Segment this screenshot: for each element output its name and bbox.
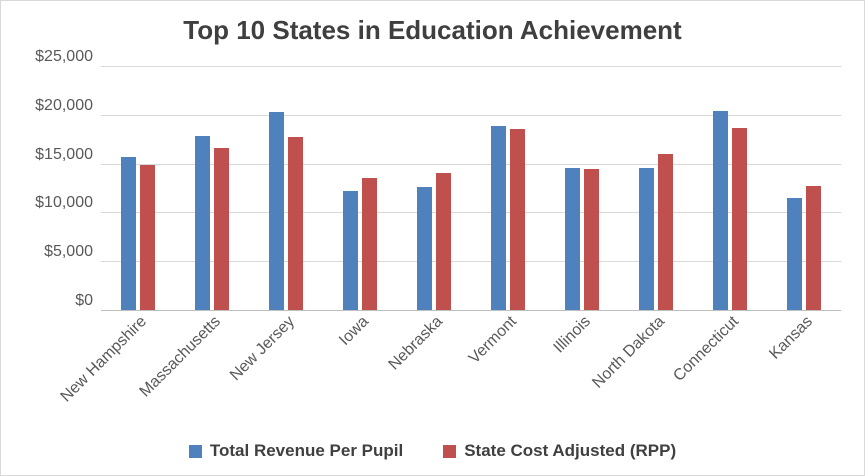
bar-group <box>397 67 471 311</box>
x-axis-line <box>101 310 841 311</box>
bar-total-revenue <box>713 110 728 311</box>
bar-group <box>545 67 619 311</box>
bar-cost-adjusted <box>658 153 673 311</box>
bar-total-revenue <box>195 136 210 311</box>
y-axis-label: $20,000 <box>35 96 93 114</box>
legend-swatch-icon <box>443 444 457 458</box>
legend-item: State Cost Adjusted (RPP) <box>443 441 676 461</box>
gridline <box>101 66 841 67</box>
bar-group <box>471 67 545 311</box>
bar-groups <box>101 67 841 311</box>
bar-group <box>619 67 693 311</box>
y-axis-label: $0 <box>75 292 93 309</box>
bar-cost-adjusted <box>436 173 451 311</box>
bar-total-revenue <box>417 187 432 311</box>
y-axis-label: $15,000 <box>35 145 93 163</box>
bar-total-revenue <box>639 167 654 311</box>
bar-total-revenue <box>121 156 136 311</box>
bar-group <box>175 67 249 311</box>
bar-cost-adjusted <box>362 178 377 311</box>
plot-area <box>101 66 841 311</box>
chart-title: Top 10 States in Education Achievement <box>183 15 682 45</box>
gridline <box>101 163 841 165</box>
bar-total-revenue <box>343 190 358 311</box>
bar-cost-adjusted <box>288 137 303 311</box>
y-axis-label: $5,000 <box>44 243 93 261</box>
y-axis-label: $10,000 <box>35 194 93 212</box>
bar-group <box>323 67 397 311</box>
legend-item: Total Revenue Per Pupil <box>188 441 404 461</box>
gridline <box>101 212 841 214</box>
legend-swatch-icon <box>188 444 202 458</box>
bar-cost-adjusted <box>732 127 747 311</box>
bar-group <box>101 67 175 311</box>
y-axis-label: $25,000 <box>35 48 93 65</box>
x-axis-category-labels: New Hampshire Massachusetts New Jersey Iowa… <box>58 313 841 423</box>
chart-legend: Total Revenue Per Pupil State Cost Adjust… <box>1 441 864 461</box>
bar-total-revenue <box>787 197 802 311</box>
y-axis-tick-labels: $0 $5,000 $10,000 $15,000 $20,000 $25,000 <box>1 48 93 311</box>
bar-cost-adjusted <box>584 168 599 311</box>
bar-group <box>249 67 323 311</box>
bar-group <box>767 67 841 311</box>
bar-total-revenue <box>491 125 506 311</box>
legend-label: State Cost Adjusted (RPP) <box>464 441 677 460</box>
bar-cost-adjusted <box>510 128 525 311</box>
bar-cost-adjusted <box>140 164 155 311</box>
bar-cost-adjusted <box>806 186 821 311</box>
gridline <box>101 114 841 116</box>
legend-label: Total Revenue Per Pupil <box>209 441 404 460</box>
gridline <box>101 261 841 263</box>
bar-total-revenue <box>565 167 580 311</box>
bar-group <box>693 67 767 311</box>
bar-cost-adjusted <box>214 148 229 311</box>
bar-total-revenue <box>269 111 284 311</box>
